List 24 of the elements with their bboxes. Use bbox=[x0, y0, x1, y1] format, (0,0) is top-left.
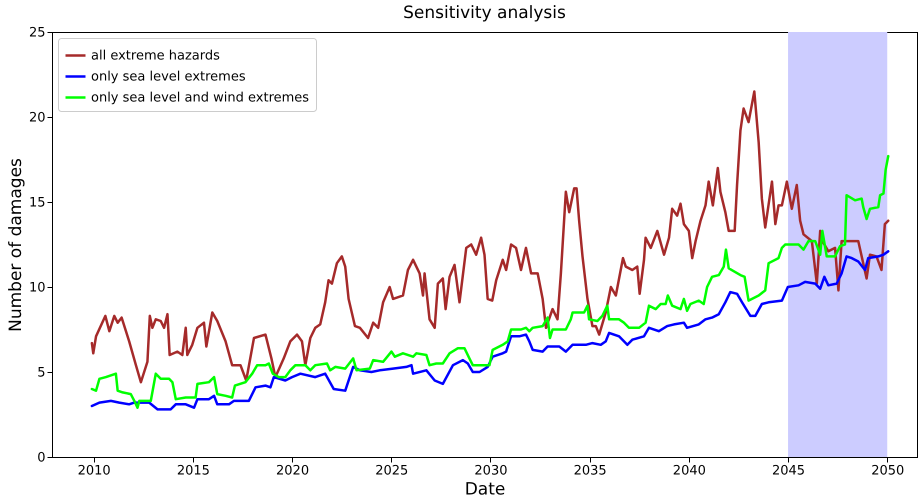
x-tick-label: 2020 bbox=[276, 464, 310, 478]
line-series bbox=[90, 154, 890, 409]
y-tick-label: 10 bbox=[28, 280, 46, 296]
x-tick-label: 2035 bbox=[574, 464, 607, 478]
x-tick-label: 2040 bbox=[672, 464, 706, 478]
line-series bbox=[90, 90, 890, 384]
x-tick-label: 2030 bbox=[474, 464, 508, 478]
legend-label: all extreme hazards bbox=[91, 48, 220, 64]
line-series bbox=[90, 250, 890, 411]
y-tick-label: 25 bbox=[28, 26, 46, 40]
y-tick-label: 20 bbox=[28, 110, 46, 126]
chart-title: Sensitivity analysis bbox=[403, 3, 566, 23]
x-tick-label: 2010 bbox=[78, 464, 111, 478]
y-tick-label: 15 bbox=[28, 196, 46, 210]
legend-label: only sea level extremes bbox=[91, 70, 246, 84]
x-tick-label: 2025 bbox=[375, 464, 408, 478]
y-axis-title: Number of damages bbox=[6, 158, 26, 332]
x-tick-label: 2045 bbox=[772, 464, 806, 478]
legend-label: only sea level and wind extremes bbox=[91, 90, 310, 106]
x-axis-title: Date bbox=[464, 480, 506, 499]
x-tick-label: 2015 bbox=[176, 464, 210, 478]
x-tick-label: 2050 bbox=[871, 464, 904, 478]
y-tick-label: 5 bbox=[37, 366, 46, 380]
y-tick-label: 0 bbox=[37, 450, 46, 466]
